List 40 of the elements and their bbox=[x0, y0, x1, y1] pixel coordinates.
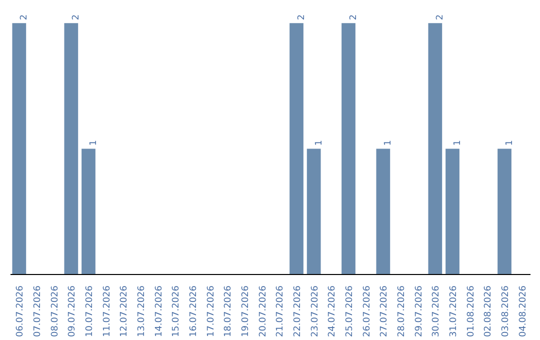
data-label: 2 bbox=[72, 14, 82, 20]
x-tick-label: 23.07.2026 bbox=[310, 285, 320, 338]
x-tick-label: 07.07.2026 bbox=[33, 285, 43, 338]
x-tick-label: 08.07.2026 bbox=[50, 285, 60, 338]
x-tick-label: 12.07.2026 bbox=[120, 285, 130, 338]
data-label: 1 bbox=[505, 140, 515, 146]
x-tick-label: 01.08.2026 bbox=[466, 285, 476, 338]
x-tick-label: 24.07.2026 bbox=[328, 285, 338, 338]
data-label: 1 bbox=[314, 140, 324, 146]
x-tick-label: 28.07.2026 bbox=[397, 285, 407, 338]
data-label: 2 bbox=[297, 14, 307, 20]
x-tick-label: 29.07.2026 bbox=[414, 285, 424, 338]
data-label: 1 bbox=[453, 140, 463, 146]
x-tick-label: 21.07.2026 bbox=[276, 285, 286, 338]
x-tick-label: 10.07.2026 bbox=[85, 285, 95, 338]
x-tick-label: 19.07.2026 bbox=[241, 285, 251, 338]
x-tick-label: 30.07.2026 bbox=[432, 285, 442, 338]
x-tick-label: 11.07.2026 bbox=[102, 285, 112, 338]
x-tick-label: 18.07.2026 bbox=[224, 285, 234, 338]
data-label: 2 bbox=[436, 14, 446, 20]
x-tick-label: 20.07.2026 bbox=[258, 285, 268, 338]
x-tick-label: 04.08.2026 bbox=[518, 285, 528, 338]
x-tick-label: 25.07.2026 bbox=[345, 285, 355, 338]
x-tick-label: 31.07.2026 bbox=[449, 285, 459, 338]
data-label: 2 bbox=[349, 14, 359, 20]
x-tick-label: 15.07.2026 bbox=[172, 285, 182, 338]
x-tick-label: 09.07.2026 bbox=[68, 285, 78, 338]
x-tick-label: 14.07.2026 bbox=[154, 285, 164, 338]
x-tick-label: 26.07.2026 bbox=[362, 285, 372, 338]
data-label: 1 bbox=[89, 140, 99, 146]
x-tick-label: 16.07.2026 bbox=[189, 285, 199, 338]
data-label: 2 bbox=[20, 14, 30, 20]
x-tick-label: 02.08.2026 bbox=[484, 285, 494, 338]
data-label: 1 bbox=[384, 140, 394, 146]
x-tick-label: 06.07.2026 bbox=[16, 285, 26, 338]
x-tick-label: 27.07.2026 bbox=[380, 285, 390, 338]
x-tick-label: 03.08.2026 bbox=[501, 285, 511, 338]
x-tick-label: 22.07.2026 bbox=[293, 285, 303, 338]
x-tick-label: 13.07.2026 bbox=[137, 285, 147, 338]
x-tick-label: 17.07.2026 bbox=[206, 285, 216, 338]
